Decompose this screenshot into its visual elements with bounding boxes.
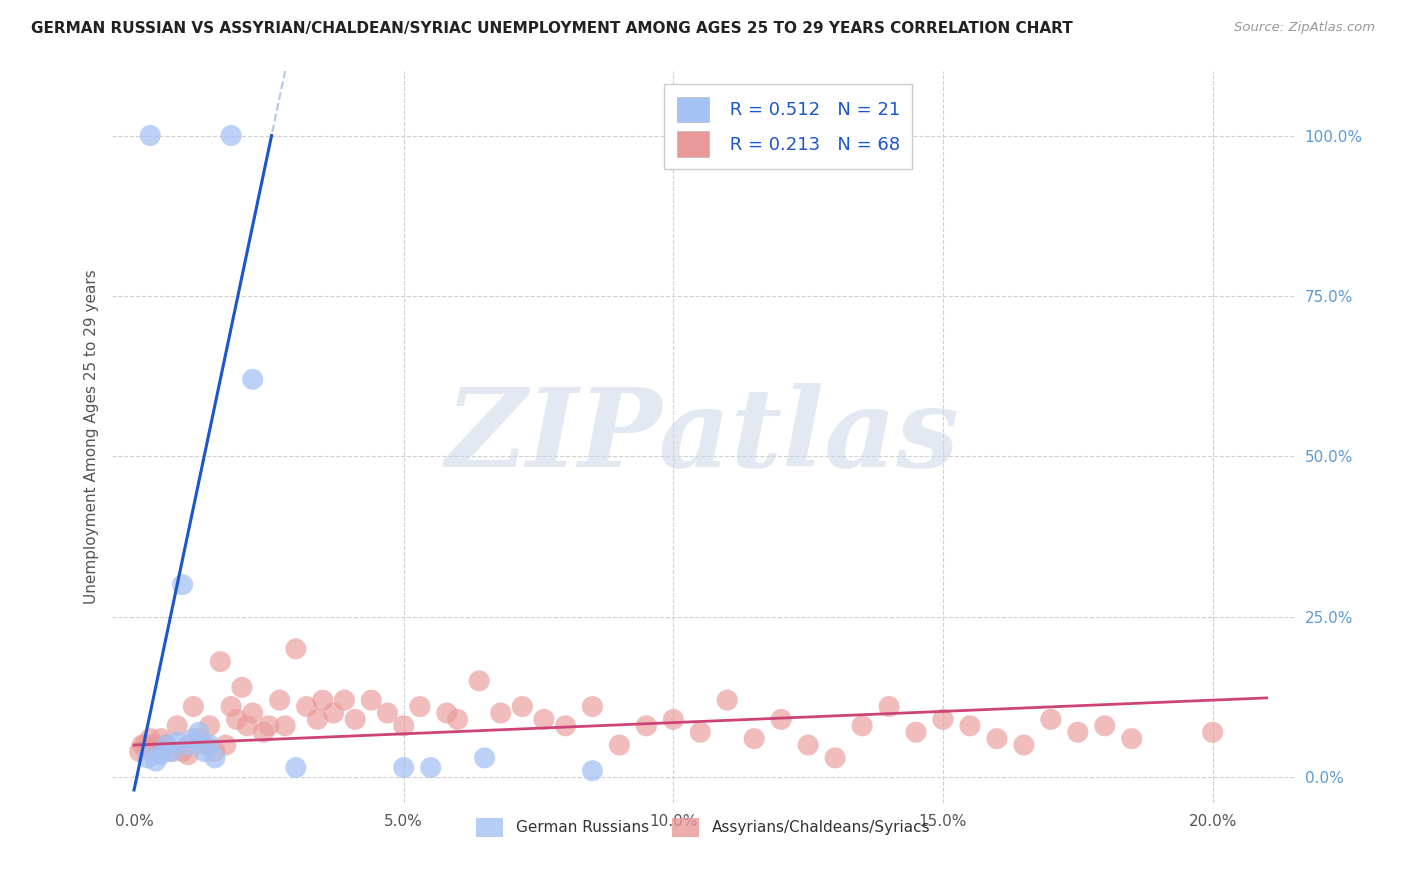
Point (274, 719, 297, 733)
Point (252, 725, 274, 739)
Point (609, 738, 631, 752)
Point (797, 738, 820, 752)
Point (689, 725, 711, 739)
Point (219, 128, 242, 143)
Point (446, 712, 468, 726)
Point (172, 577, 194, 591)
Point (284, 760, 307, 774)
Point (139, 731, 162, 746)
Point (307, 712, 329, 726)
Point (183, 699, 205, 714)
Point (177, 747, 200, 762)
Point (242, 706, 264, 720)
Point (150, 747, 173, 762)
Point (932, 712, 955, 726)
Point (160, 744, 183, 758)
Point (145, 744, 167, 758)
Point (155, 738, 177, 752)
Point (198, 719, 221, 733)
Point (959, 719, 981, 733)
Point (636, 719, 658, 733)
Point (198, 738, 221, 752)
Point (136, 751, 159, 765)
Point (236, 719, 259, 733)
Point (183, 731, 205, 746)
Point (905, 725, 928, 739)
Point (142, 738, 165, 752)
Point (145, 754, 167, 768)
Point (269, 693, 291, 707)
Point (392, 719, 415, 733)
Point (581, 699, 603, 714)
Point (187, 731, 209, 746)
Point (295, 699, 318, 714)
Point (215, 738, 238, 752)
Point (770, 712, 793, 726)
Point (1094, 719, 1116, 733)
Point (742, 731, 765, 746)
Point (468, 673, 491, 688)
Point (333, 693, 356, 707)
Point (204, 744, 226, 758)
Point (134, 738, 156, 752)
Point (851, 719, 873, 733)
Point (166, 735, 188, 749)
Point (419, 760, 441, 774)
Text: Source: ZipAtlas.com: Source: ZipAtlas.com (1234, 21, 1375, 35)
Point (219, 699, 242, 714)
Point (877, 699, 900, 714)
Point (512, 699, 534, 714)
Point (209, 655, 232, 669)
Point (155, 738, 177, 752)
Point (242, 372, 264, 386)
Point (1039, 712, 1062, 726)
Point (1121, 731, 1143, 746)
Point (392, 760, 415, 774)
Point (489, 706, 512, 720)
Point (257, 719, 280, 733)
Point (231, 681, 253, 695)
Point (986, 731, 1008, 746)
Point (662, 712, 685, 726)
Point (436, 706, 458, 720)
Point (312, 693, 335, 707)
Point (131, 738, 153, 752)
Text: GERMAN RUSSIAN VS ASSYRIAN/CHALDEAN/SYRIAC UNEMPLOYMENT AMONG AGES 25 TO 29 YEAR: GERMAN RUSSIAN VS ASSYRIAN/CHALDEAN/SYRI… (31, 21, 1073, 37)
Text: ZIPatlas: ZIPatlas (446, 384, 960, 491)
Point (1012, 738, 1035, 752)
Point (166, 719, 188, 733)
Point (474, 751, 496, 765)
Point (160, 744, 183, 758)
Point (225, 712, 247, 726)
Point (360, 693, 382, 707)
Point (139, 128, 162, 143)
Point (377, 706, 399, 720)
Point (533, 712, 555, 726)
Point (193, 744, 215, 758)
Point (187, 725, 209, 739)
Point (193, 738, 215, 752)
Point (150, 731, 173, 746)
Point (409, 699, 432, 714)
Legend: German Russians, Assyrians/Chaldeans/Syriacs: German Russians, Assyrians/Chaldeans/Syr… (470, 812, 936, 843)
Point (284, 641, 307, 656)
Point (322, 706, 344, 720)
Point (172, 744, 194, 758)
Point (716, 693, 738, 707)
Point (128, 744, 150, 758)
Point (344, 712, 367, 726)
Point (581, 764, 603, 778)
Point (554, 719, 576, 733)
Y-axis label: Unemployment Among Ages 25 to 29 years: Unemployment Among Ages 25 to 29 years (83, 269, 98, 605)
Point (204, 751, 226, 765)
Point (824, 751, 846, 765)
Point (177, 738, 200, 752)
Point (1067, 725, 1090, 739)
Point (1201, 725, 1223, 739)
